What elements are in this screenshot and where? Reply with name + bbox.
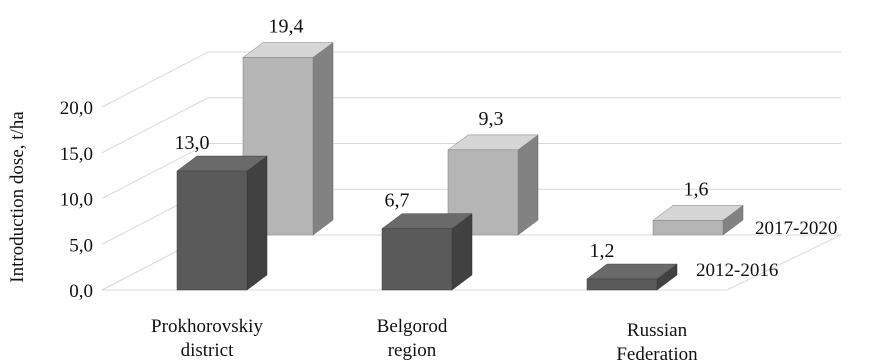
- labels-layer: 19,4 9,3 1,6 13,0 6,7 1,2 Prokhorovskiy distric…: [151, 15, 837, 364]
- x-category-label: Russian: [627, 320, 688, 341]
- x-category-label: district: [181, 340, 234, 361]
- y-tick-label: 5,0: [69, 235, 93, 256]
- data-label: 1,2: [590, 240, 615, 262]
- bar-2012-2016: [381, 213, 473, 291]
- y-tick-label: 0,0: [69, 281, 93, 302]
- gridline: [101, 143, 841, 199]
- data-label: 19,4: [269, 15, 304, 37]
- y-tick-label: 15,0: [60, 144, 93, 165]
- series-label-2012-2016: 2012-2016: [696, 260, 778, 281]
- data-label: 1,6: [684, 178, 709, 200]
- gridline: [101, 51, 841, 108]
- y-tick-label: 10,0: [60, 190, 93, 211]
- data-label: 13,0: [175, 132, 210, 154]
- bar-2017-2020: [652, 204, 744, 236]
- bars-layer: [176, 41, 744, 291]
- x-category-label: Prokhorovskiy: [151, 316, 263, 337]
- y-tick-label: 20,0: [60, 98, 93, 119]
- x-category-label: region: [388, 340, 437, 361]
- series-label-2017-2020: 2017-2020: [755, 218, 837, 239]
- data-label: 9,3: [479, 108, 504, 130]
- gridline: [101, 97, 841, 154]
- y-axis-title: Introduction dose, t/ha: [7, 111, 28, 283]
- bar-2012-2016: [176, 155, 268, 291]
- bar-2012-2016: [586, 263, 678, 291]
- data-label: 6,7: [385, 190, 410, 212]
- y-axis: 0,0 5,0 10,0 15,0 20,0: [60, 98, 93, 302]
- x-category-label: Federation: [616, 344, 698, 364]
- x-category-label: Belgorod: [377, 316, 448, 337]
